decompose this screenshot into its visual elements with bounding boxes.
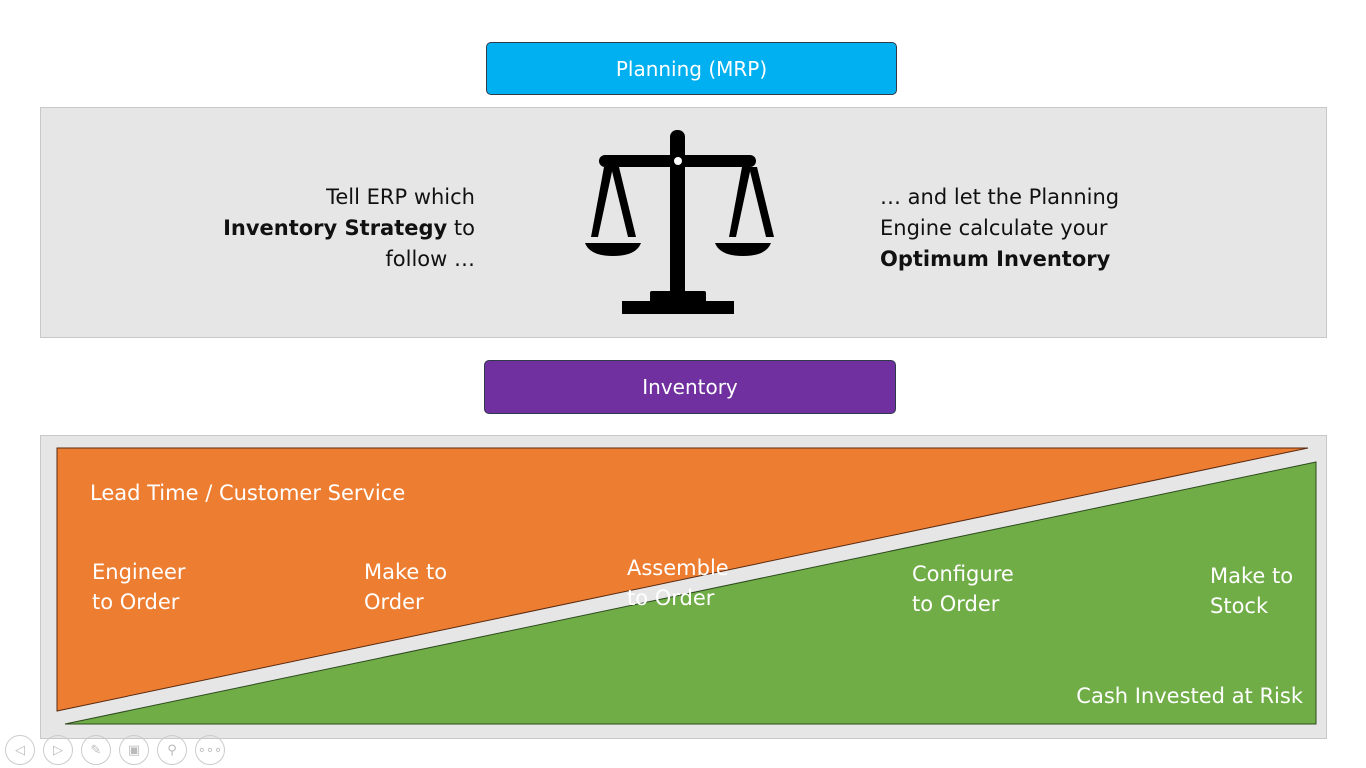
left-line1: Tell ERP which <box>326 185 475 209</box>
cash-invested-label: Cash Invested at Risk <box>1076 684 1303 708</box>
inventory-label: Inventory <box>642 375 738 399</box>
inventory-strategy-bold: Inventory Strategy <box>223 216 448 240</box>
planning-mrp-box: Planning (MRP) <box>486 42 897 95</box>
strategy-make-to-order: Make to Order <box>364 560 448 614</box>
strategy-engineer-to-order: Engineer to Order <box>92 560 186 614</box>
next-icon[interactable]: ▷ <box>43 735 73 765</box>
right-line2: Engine calculate your <box>880 216 1108 240</box>
left-line2-rest: to <box>447 216 475 240</box>
lead-time-triangle <box>56 447 1309 712</box>
right-line1: … and let the Planning <box>880 185 1120 209</box>
cash-at-risk-triangle <box>64 461 1317 725</box>
scales-icon <box>585 130 774 314</box>
right-text: … and let the Planning Engine calculate … <box>880 182 1119 275</box>
left-line2: Inventory Strategy to <box>223 213 475 244</box>
previous-icon[interactable]: ◁ <box>5 735 35 765</box>
inventory-box: Inventory <box>484 360 896 414</box>
more-icon[interactable]: ∘∘∘ <box>195 735 225 765</box>
lead-time-label: Lead Time / Customer Service <box>90 481 406 505</box>
strategy-make-to-stock: Make to Stock <box>1210 564 1294 618</box>
slides-icon[interactable]: ▣ <box>119 735 149 765</box>
zoom-icon[interactable]: ⚲ <box>157 735 187 765</box>
strategy-assemble-to-order: Assemble to Order <box>627 556 729 610</box>
left-line3: follow … <box>385 247 475 271</box>
pen-icon[interactable]: ✎ <box>81 735 111 765</box>
left-text: Tell ERP which Inventory Strategy to fol… <box>223 182 475 275</box>
strategy-configure-to-order: Configure to Order <box>912 562 1014 616</box>
planning-label: Planning (MRP) <box>615 56 768 81</box>
optimum-inventory-bold: Optimum Inventory <box>880 247 1111 271</box>
